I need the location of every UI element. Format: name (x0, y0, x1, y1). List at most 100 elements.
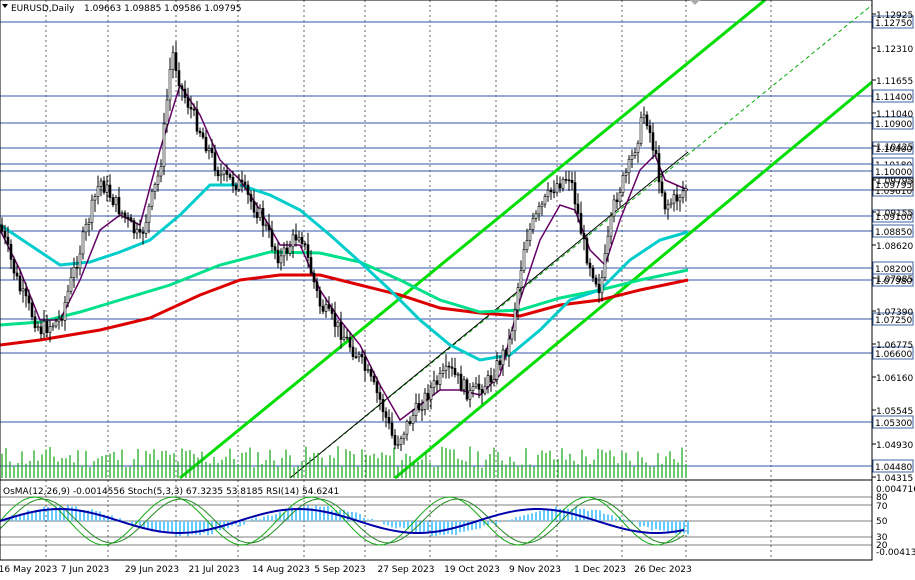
candle-body (477, 383, 481, 390)
candle-body (90, 199, 94, 223)
candle-body (438, 373, 442, 385)
candle-body (183, 88, 187, 98)
candle-body (186, 97, 190, 108)
candle-body (612, 199, 616, 217)
candle-body (555, 183, 559, 193)
candle-body (150, 191, 154, 207)
candle-body (279, 255, 283, 264)
candle-body (216, 169, 220, 177)
level-label: 1.05300 (875, 419, 912, 429)
candle-body (174, 52, 178, 71)
level-label-box (872, 164, 914, 178)
candle-body (546, 189, 550, 197)
candle-body (201, 132, 205, 138)
candle-body (315, 281, 319, 291)
candle-body (609, 215, 613, 237)
candle-body (222, 170, 226, 175)
candle-body (48, 326, 52, 333)
candle-body (99, 180, 103, 187)
candle-body (486, 375, 490, 387)
channel-upper-line (179, 0, 766, 480)
price-scale-label: 1.07985 (876, 275, 913, 285)
candle-body (402, 433, 406, 439)
candle-body (246, 184, 250, 195)
candle-body (363, 356, 367, 371)
candle-body (210, 148, 214, 154)
candle-body (303, 243, 307, 246)
candle-body (417, 402, 421, 411)
candle-body (276, 249, 280, 264)
candle-body (144, 222, 148, 234)
candle-body (516, 287, 520, 311)
candle-body (204, 136, 208, 152)
candle-body (57, 318, 61, 322)
candle-body (78, 253, 82, 269)
candle-body (27, 295, 31, 304)
candle-body (600, 277, 604, 294)
candle-body (231, 176, 235, 186)
candle-body (264, 224, 268, 227)
price-scale-label: 1.11655 (876, 77, 913, 87)
candle-body (471, 386, 475, 391)
indicator-header: OsMA(12,26,9) -0.0014556 Stoch(5,3,3) 67… (3, 487, 339, 497)
candle-body (513, 309, 517, 332)
candle-body (102, 180, 106, 193)
candle-body (51, 325, 55, 328)
candle-body (270, 229, 274, 247)
candle-body (39, 326, 43, 335)
candle-body (132, 220, 136, 234)
candle-body (369, 369, 373, 377)
candle-body (543, 196, 547, 205)
osc-scale-label: -0.0041392 (876, 548, 915, 558)
channel-lower-line (394, 80, 873, 480)
candle-body (360, 354, 364, 358)
candle-body (522, 249, 526, 271)
level-label-box (872, 141, 914, 155)
candle-body (525, 240, 529, 250)
candle-body (408, 421, 412, 424)
candle-body (573, 182, 577, 205)
candle-body (135, 228, 139, 234)
level-label: 1.06600 (875, 350, 912, 360)
candle-body (42, 320, 46, 335)
candle-body (96, 186, 100, 197)
candle-body (213, 152, 217, 171)
osc-scale-label: 50 (876, 517, 888, 527)
candle-body (198, 130, 202, 134)
candle-body (534, 213, 538, 219)
candle-body (261, 208, 265, 226)
candle-body (123, 212, 127, 218)
level-label-box (872, 415, 914, 429)
current-price-box (872, 177, 914, 191)
candle-body (558, 183, 562, 189)
candle-body (195, 109, 199, 132)
candle-body (240, 179, 244, 183)
candle-body (180, 85, 184, 90)
candle-body (348, 337, 352, 348)
date-label: 26 Dec 2023 (634, 565, 692, 575)
candle-body (330, 308, 334, 314)
candle-body (87, 221, 91, 225)
candle-body (630, 155, 634, 160)
candle-body (156, 175, 160, 185)
candle-body (189, 107, 193, 110)
price-scale-label: 1.09155 (876, 209, 913, 219)
candle-body (24, 288, 28, 297)
candle-body (129, 217, 133, 221)
candle-body (312, 272, 316, 283)
date-label: 14 Aug 2023 (252, 565, 310, 575)
candle-body (81, 231, 85, 255)
candle-body (336, 321, 340, 327)
candle-body (117, 197, 121, 215)
level-label: 1.10000 (875, 168, 912, 178)
candle-body (510, 330, 514, 340)
candle-body (147, 205, 151, 223)
date-label: 1 Dec 2023 (574, 565, 626, 575)
candle-body (45, 320, 49, 333)
osc-scale-label: 30 (876, 533, 888, 543)
candle-body (639, 117, 643, 144)
scroll-marker-icon (690, 0, 700, 5)
candle-body (165, 99, 169, 125)
level-label-box (872, 273, 914, 287)
